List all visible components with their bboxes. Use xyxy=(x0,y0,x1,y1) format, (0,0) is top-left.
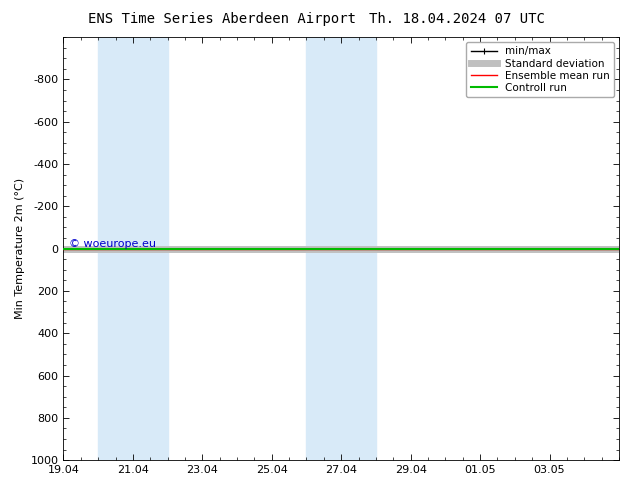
Text: Th. 18.04.2024 07 UTC: Th. 18.04.2024 07 UTC xyxy=(368,12,545,26)
Text: © woeurope.eu: © woeurope.eu xyxy=(69,239,156,248)
Bar xyxy=(306,37,376,460)
Legend: min/max, Standard deviation, Ensemble mean run, Controll run: min/max, Standard deviation, Ensemble me… xyxy=(467,42,614,97)
Bar xyxy=(98,37,167,460)
Y-axis label: Min Temperature 2m (°C): Min Temperature 2m (°C) xyxy=(15,178,25,319)
Text: ENS Time Series Aberdeen Airport: ENS Time Series Aberdeen Airport xyxy=(88,12,356,26)
